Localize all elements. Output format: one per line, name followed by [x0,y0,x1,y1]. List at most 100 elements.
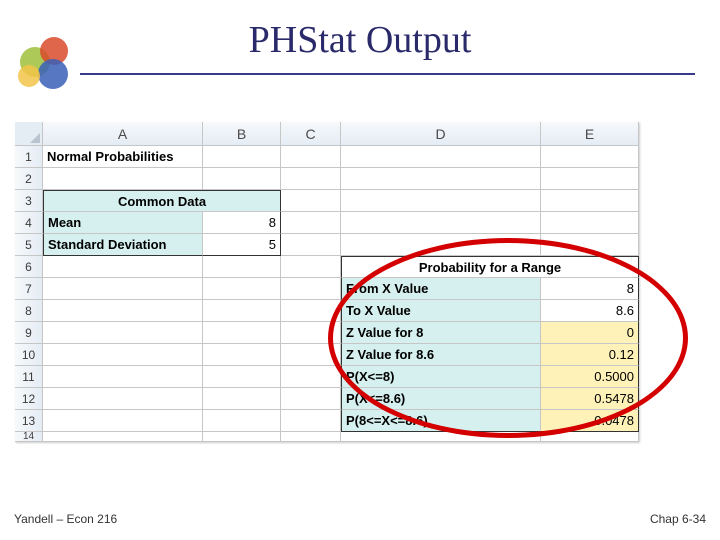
row-14: 14 [15,432,639,442]
row-header-6[interactable]: 6 [15,256,43,278]
cell-D14[interactable] [341,432,541,442]
cell-E14[interactable] [541,432,639,442]
row-4: 4 Mean 8 [15,212,639,234]
cell-B14[interactable] [203,432,281,442]
cell-D13[interactable]: P(8<=X<=8.6) [341,410,541,432]
col-header-E[interactable]: E [541,122,639,146]
cell-E8[interactable]: 8.6 [541,300,639,322]
row-header-12[interactable]: 12 [15,388,43,410]
cell-A9[interactable] [43,322,203,344]
col-header-C[interactable]: C [281,122,341,146]
cell-A14[interactable] [43,432,203,442]
cell-A13[interactable] [43,410,203,432]
cell-D4[interactable] [341,212,541,234]
cell-D12[interactable]: P(X<=8.6) [341,388,541,410]
row-header-2[interactable]: 2 [15,168,43,190]
cell-D10[interactable]: Z Value for 8.6 [341,344,541,366]
page-title: PHStat Output [0,18,720,62]
cell-D1[interactable] [341,146,541,168]
cell-C14[interactable] [281,432,341,442]
row-9: 9 Z Value for 8 0 [15,322,639,344]
cell-E7[interactable]: 8 [541,278,639,300]
cell-E5[interactable] [541,234,639,256]
row-header-8[interactable]: 8 [15,300,43,322]
cell-D2[interactable] [341,168,541,190]
cell-D3[interactable] [341,190,541,212]
cell-D8[interactable]: To X Value [341,300,541,322]
cell-B9[interactable] [203,322,281,344]
cell-E1[interactable] [541,146,639,168]
cell-A4[interactable]: Mean [43,212,203,234]
cell-A1[interactable]: Normal Probabilities [43,146,203,168]
cell-A12[interactable] [43,388,203,410]
cell-A7[interactable] [43,278,203,300]
cell-B12[interactable] [203,388,281,410]
row-2: 2 [15,168,639,190]
cell-A2[interactable] [43,168,203,190]
cell-D11[interactable]: P(X<=8) [341,366,541,388]
cell-B6[interactable] [203,256,281,278]
cell-E10[interactable]: 0.12 [541,344,639,366]
cell-E12[interactable]: 0.5478 [541,388,639,410]
cell-C11[interactable] [281,366,341,388]
spreadsheet: A B C D E 1 Normal Probabilities 2 3 Com… [15,122,639,442]
cell-E9[interactable]: 0 [541,322,639,344]
cell-C7[interactable] [281,278,341,300]
cell-E4[interactable] [541,212,639,234]
cell-A5[interactable]: Standard Deviation [43,234,203,256]
cell-D7[interactable]: From X Value [341,278,541,300]
cell-prob-range-header[interactable]: Probability for a Range [341,256,639,278]
cell-B1[interactable] [203,146,281,168]
cell-B11[interactable] [203,366,281,388]
col-header-D[interactable]: D [341,122,541,146]
logo-circle [38,59,68,89]
cell-C5[interactable] [281,234,341,256]
cell-B4[interactable]: 8 [203,212,281,234]
cell-E11[interactable]: 0.5000 [541,366,639,388]
select-all-corner[interactable] [15,122,43,146]
row-7: 7 From X Value 8 [15,278,639,300]
row-header-1[interactable]: 1 [15,146,43,168]
cell-common-data-header[interactable]: Common Data [43,190,281,212]
cell-C3[interactable] [281,190,341,212]
cell-B2[interactable] [203,168,281,190]
cell-B10[interactable] [203,344,281,366]
cell-C4[interactable] [281,212,341,234]
cell-E3[interactable] [541,190,639,212]
cell-A6[interactable] [43,256,203,278]
cell-A10[interactable] [43,344,203,366]
cell-C1[interactable] [281,146,341,168]
cell-B8[interactable] [203,300,281,322]
cell-B7[interactable] [203,278,281,300]
row-header-9[interactable]: 9 [15,322,43,344]
row-header-4[interactable]: 4 [15,212,43,234]
row-header-7[interactable]: 7 [15,278,43,300]
cell-D5[interactable] [341,234,541,256]
row-header-5[interactable]: 5 [15,234,43,256]
cell-A8[interactable] [43,300,203,322]
cell-C10[interactable] [281,344,341,366]
cell-A11[interactable] [43,366,203,388]
cell-B13[interactable] [203,410,281,432]
row-header-10[interactable]: 10 [15,344,43,366]
cell-E2[interactable] [541,168,639,190]
cell-D9[interactable]: Z Value for 8 [341,322,541,344]
cell-C9[interactable] [281,322,341,344]
row-11: 11 P(X<=8) 0.5000 [15,366,639,388]
cell-C12[interactable] [281,388,341,410]
row-header-3[interactable]: 3 [15,190,43,212]
cell-B5[interactable]: 5 [203,234,281,256]
col-header-B[interactable]: B [203,122,281,146]
title-rule [80,73,695,75]
row-header-14[interactable]: 14 [15,432,43,442]
row-13: 13 P(8<=X<=8.6) 0.0478 [15,410,639,432]
cell-E13[interactable]: 0.0478 [541,410,639,432]
cell-C8[interactable] [281,300,341,322]
row-header-11[interactable]: 11 [15,366,43,388]
row-header-13[interactable]: 13 [15,410,43,432]
cell-C6[interactable] [281,256,341,278]
row-8: 8 To X Value 8.6 [15,300,639,322]
cell-C13[interactable] [281,410,341,432]
cell-C2[interactable] [281,168,341,190]
col-header-A[interactable]: A [43,122,203,146]
